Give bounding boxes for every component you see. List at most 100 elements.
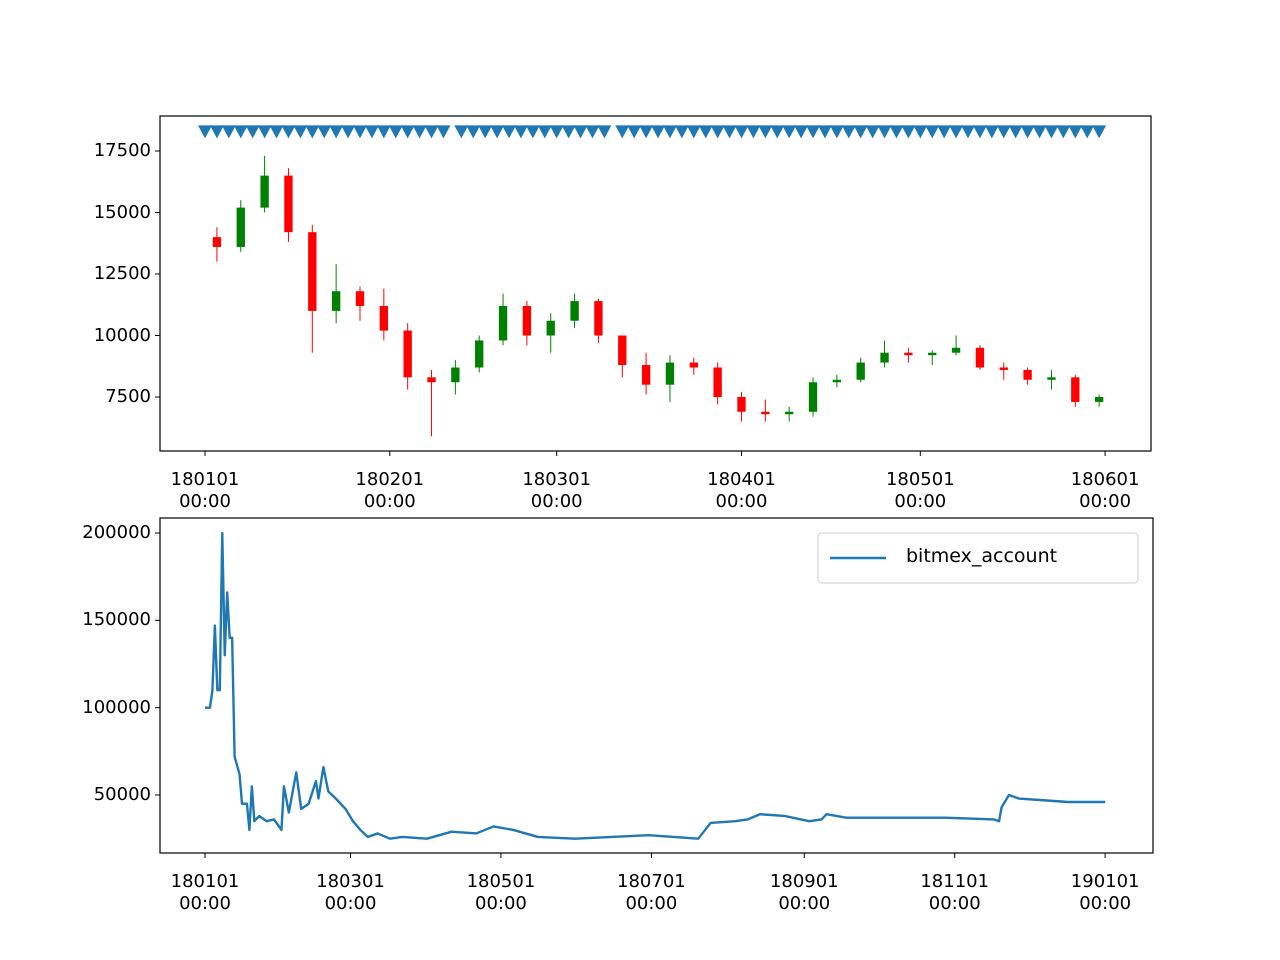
candle-body bbox=[1071, 377, 1080, 402]
signal-marker bbox=[734, 125, 749, 139]
plot-frame bbox=[159, 517, 1154, 854]
signal-marker bbox=[1020, 125, 1035, 139]
signal-marker bbox=[293, 125, 308, 139]
legend-box bbox=[817, 532, 1139, 584]
candle-body bbox=[737, 397, 746, 412]
x-tick-label: 180201 00:00 bbox=[355, 469, 425, 512]
x-tick-label: 180101 00:00 bbox=[170, 469, 240, 512]
signal-marker bbox=[901, 125, 916, 139]
signal-marker bbox=[478, 125, 493, 139]
candle-body bbox=[856, 362, 865, 380]
signal-marker bbox=[341, 125, 356, 139]
signal-marker bbox=[722, 125, 737, 139]
signal-marker bbox=[662, 125, 677, 139]
signal-marker bbox=[305, 125, 320, 139]
candle-body bbox=[713, 367, 722, 398]
candle-body bbox=[1047, 377, 1056, 380]
signal-marker bbox=[829, 125, 844, 139]
signal-marker bbox=[913, 125, 928, 139]
signal-marker bbox=[865, 125, 880, 139]
signal-marker bbox=[454, 125, 469, 139]
y-tick-label: 150000 bbox=[82, 609, 151, 631]
candle-body bbox=[975, 347, 985, 368]
candle-body bbox=[212, 237, 222, 247]
y-tick-label: 7500 bbox=[105, 386, 151, 407]
signal-marker bbox=[537, 125, 552, 139]
signal-marker bbox=[639, 125, 654, 139]
signal-marker bbox=[686, 125, 701, 139]
x-tick-label: 180601 00:00 bbox=[1070, 469, 1140, 512]
candle-body bbox=[832, 379, 842, 383]
line bbox=[205, 531, 1106, 840]
signal-marker bbox=[513, 125, 528, 139]
legend-label: bitmex_account bbox=[906, 545, 1058, 567]
signal-marker bbox=[388, 125, 403, 139]
x-tick-label: 180701 00:00 bbox=[617, 871, 686, 914]
x-tick-label: 180501 00:00 bbox=[885, 469, 955, 512]
signal-marker bbox=[794, 125, 809, 139]
y-tick-label: 10000 bbox=[93, 324, 151, 346]
signal-marker bbox=[257, 125, 272, 139]
signal-marker bbox=[877, 125, 892, 139]
candle-body bbox=[308, 232, 317, 311]
signal-marker bbox=[525, 125, 540, 139]
candle-body bbox=[594, 301, 603, 336]
y-tick-label: 100000 bbox=[82, 696, 151, 718]
candle-body bbox=[403, 330, 412, 378]
candle-body bbox=[427, 377, 436, 383]
candle-body bbox=[355, 291, 365, 306]
x-tick-label: 181101 00:00 bbox=[920, 871, 990, 914]
signal-marker bbox=[1080, 125, 1095, 139]
signal-marker bbox=[806, 125, 821, 139]
signal-marker bbox=[972, 125, 987, 139]
candle-body bbox=[1023, 369, 1032, 380]
candle-body bbox=[284, 175, 293, 233]
signal-marker bbox=[758, 125, 773, 139]
candle-body bbox=[475, 340, 484, 368]
candle-body bbox=[260, 175, 269, 208]
signal-marker bbox=[329, 125, 344, 139]
signal-marker bbox=[615, 125, 630, 139]
candle-body bbox=[236, 207, 245, 247]
candle-body bbox=[618, 335, 627, 366]
candle-body bbox=[1094, 397, 1104, 402]
signal-marker bbox=[627, 125, 642, 139]
signal-marker bbox=[400, 125, 415, 139]
x-tick-label: 180101 00:00 bbox=[170, 871, 240, 914]
signal-marker bbox=[746, 125, 761, 139]
signal-marker bbox=[949, 125, 964, 139]
signal-marker bbox=[490, 125, 505, 139]
candle-body bbox=[928, 352, 937, 356]
candle-body bbox=[641, 365, 651, 385]
signal-marker bbox=[364, 125, 379, 139]
signal-marker bbox=[597, 125, 612, 139]
signal-marker bbox=[889, 125, 904, 139]
signal-marker bbox=[1008, 125, 1023, 139]
signal-marker bbox=[573, 125, 588, 139]
signal-marker bbox=[996, 125, 1011, 139]
signal-marker bbox=[424, 125, 439, 139]
candle-body bbox=[546, 320, 555, 336]
signal-marker bbox=[352, 125, 367, 139]
candle-body bbox=[689, 362, 698, 368]
signal-marker bbox=[770, 125, 785, 139]
x-tick-label: 180301 00:00 bbox=[316, 871, 385, 914]
signal-marker bbox=[549, 125, 564, 139]
y-tick-label: 200000 bbox=[82, 522, 151, 544]
signal-marker bbox=[198, 125, 213, 139]
candle-body bbox=[451, 367, 460, 383]
y-tick-label: 50000 bbox=[93, 784, 151, 805]
signal-marker bbox=[651, 125, 666, 139]
signal-marker bbox=[561, 125, 576, 139]
signal-marker bbox=[984, 125, 999, 139]
signal-marker bbox=[1032, 125, 1047, 139]
signal-marker bbox=[269, 125, 284, 139]
signal-marker bbox=[937, 125, 952, 139]
y-tick-label: 12500 bbox=[93, 263, 151, 284]
signal-marker bbox=[233, 125, 248, 139]
signal-marker bbox=[436, 125, 451, 139]
signal-marker bbox=[1068, 125, 1083, 139]
signal-marker bbox=[853, 125, 868, 139]
